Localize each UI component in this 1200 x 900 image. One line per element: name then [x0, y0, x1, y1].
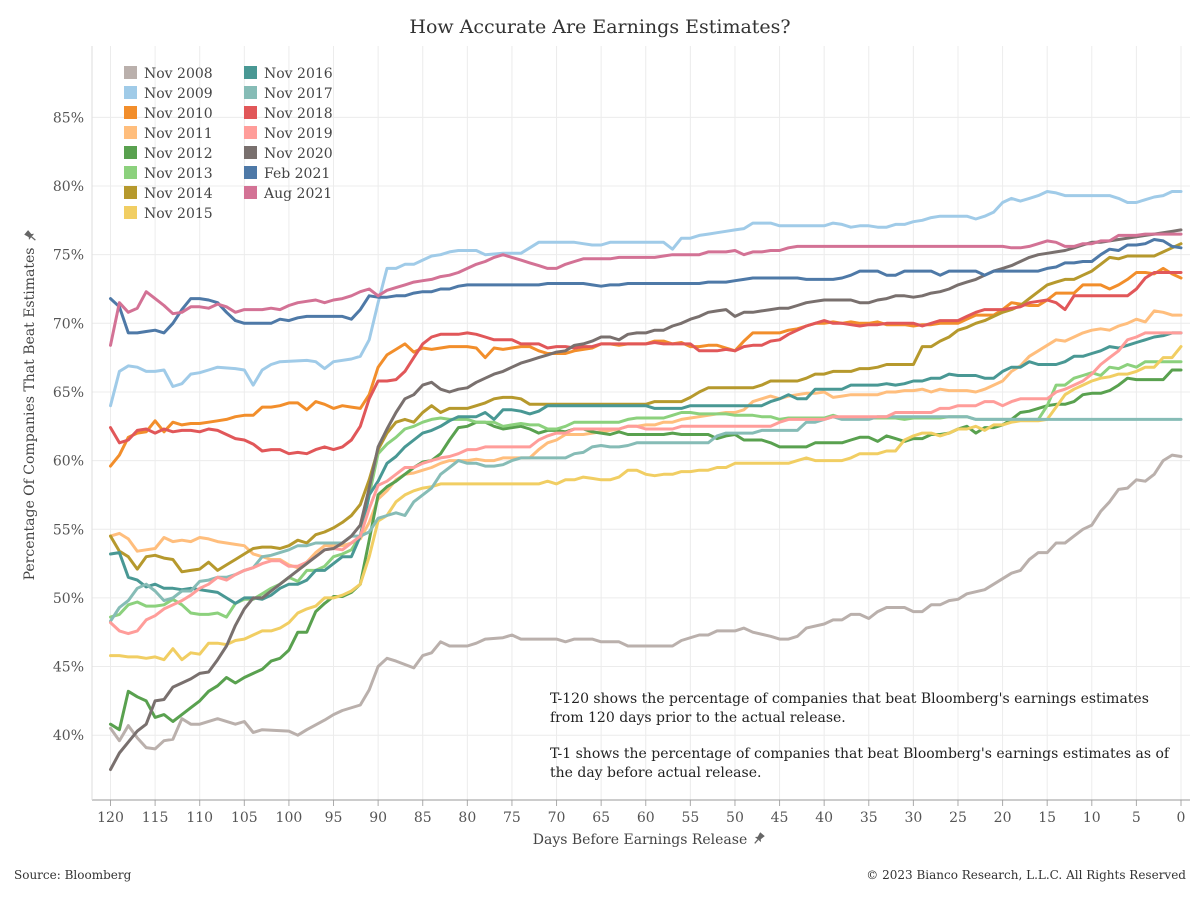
legend-swatch — [124, 166, 137, 179]
pin-needle — [31, 236, 36, 241]
x-tick-label: 115 — [142, 810, 169, 826]
x-tick-label: 25 — [949, 810, 967, 826]
legend-swatch — [244, 186, 257, 199]
legend-label: Nov 2016 — [264, 66, 333, 82]
pin-icon — [754, 832, 765, 844]
annotation-t1: T-1 shows the percentage of companies th… — [550, 746, 1170, 781]
x-axis-title: Days Before Earnings Release — [533, 832, 748, 848]
legend-label: Nov 2013 — [144, 166, 213, 182]
legend-label: Nov 2015 — [144, 206, 213, 222]
series-line-nov-2018 — [109, 271, 1183, 456]
legend-label: Nov 2010 — [144, 106, 213, 122]
legend-swatch — [244, 106, 257, 119]
x-tick-label: 50 — [726, 810, 744, 826]
y-tick-label: 45% — [53, 660, 84, 676]
x-tick-label: 35 — [860, 810, 878, 826]
legend-label: Nov 2020 — [264, 146, 333, 162]
x-tick-label: 0 — [1177, 810, 1186, 826]
x-tick-label: 100 — [276, 810, 303, 826]
series-line-nov-2009 — [109, 190, 1183, 408]
x-tick-label: 60 — [637, 810, 655, 826]
source-note: Source: Bloomberg — [14, 868, 132, 882]
legend-swatch — [244, 166, 257, 179]
x-tick-label: 30 — [904, 810, 922, 826]
y-tick-label: 65% — [53, 385, 84, 401]
series-line-nov-2020 — [109, 228, 1183, 771]
copyright-note: © 2023 Bianco Research, L.L.C. All Right… — [866, 868, 1186, 882]
series-line-feb-2021 — [109, 238, 1183, 335]
x-tick-label: 75 — [503, 810, 521, 826]
series-lines — [109, 190, 1183, 771]
legend-label: Nov 2018 — [264, 106, 333, 122]
x-tick-label: 105 — [231, 810, 258, 826]
series-line-nov-2015 — [109, 345, 1183, 662]
x-tick-label: 85 — [414, 810, 432, 826]
chart-title: How Accurate Are Earnings Estimates? — [409, 16, 791, 38]
x-tick-label: 45 — [771, 810, 789, 826]
x-tick-label: 90 — [369, 810, 387, 826]
legend-swatch — [124, 126, 137, 139]
pin-head — [24, 230, 35, 240]
series-line-nov-2008 — [109, 453, 1183, 751]
legend-swatch — [124, 186, 137, 199]
x-tick-label: 80 — [458, 810, 476, 826]
legend-label: Nov 2011 — [144, 126, 213, 142]
legend-swatch — [124, 106, 137, 119]
y-axis-title: Percentage Of Companies That Beat Estima… — [22, 248, 38, 581]
gridlines — [92, 46, 1190, 800]
series-line-nov-2019 — [109, 331, 1183, 636]
x-tick-label: 120 — [97, 810, 124, 826]
legend-label: Nov 2009 — [144, 86, 213, 102]
legend-swatch — [124, 86, 137, 99]
axis-ticks: 120 115 110 105 100 95 90 85 80 75 70 65 60 55 50 45 40 3… — [53, 46, 1190, 826]
legend-swatch — [124, 206, 137, 219]
legend-label: Nov 2014 — [144, 186, 213, 202]
series-line-aug-2021 — [109, 232, 1183, 347]
legend-label: Feb 2021 — [264, 166, 330, 182]
legend-swatch — [124, 146, 137, 159]
y-tick-label: 70% — [53, 316, 84, 332]
legend-swatch — [124, 66, 137, 79]
annotation-t120: T-120 shows the percentage of companies … — [550, 691, 1149, 726]
x-tick-label: 55 — [681, 810, 699, 826]
legend-label: Nov 2012 — [144, 146, 213, 162]
x-tick-label: 110 — [186, 810, 213, 826]
y-tick-label: 40% — [53, 728, 84, 744]
x-tick-label: 40 — [815, 810, 833, 826]
pin-head — [754, 832, 765, 843]
y-tick-label: 60% — [53, 454, 84, 470]
x-tick-label: 65 — [592, 810, 610, 826]
legend: Nov 2008 Nov 2009 Nov 2010 Nov 2011 Nov 2012… — [124, 66, 333, 222]
x-tick-label: 5 — [1132, 810, 1141, 826]
y-tick-label: 85% — [53, 110, 84, 126]
y-tick-label: 55% — [53, 522, 84, 538]
x-tick-label: 70 — [548, 810, 566, 826]
y-tick-label: 80% — [53, 179, 84, 195]
x-tick-label: 95 — [325, 810, 343, 826]
series-line-nov-2016 — [109, 331, 1183, 605]
x-tick-label: 20 — [994, 810, 1012, 826]
legend-swatch — [244, 126, 257, 139]
legend-label: Nov 2017 — [264, 86, 333, 102]
pin-icon — [24, 230, 36, 241]
y-tick-label: 75% — [53, 248, 84, 264]
legend-label: Nov 2008 — [144, 66, 213, 82]
legend-swatch — [244, 66, 257, 79]
x-tick-label: 10 — [1083, 810, 1101, 826]
legend-label: Aug 2021 — [263, 186, 332, 202]
legend-label: Nov 2019 — [264, 126, 333, 142]
legend-swatch — [244, 86, 257, 99]
x-tick-label: 15 — [1038, 810, 1056, 826]
y-tick-label: 50% — [53, 591, 84, 607]
pin-needle — [754, 839, 759, 844]
legend-swatch — [244, 146, 257, 159]
